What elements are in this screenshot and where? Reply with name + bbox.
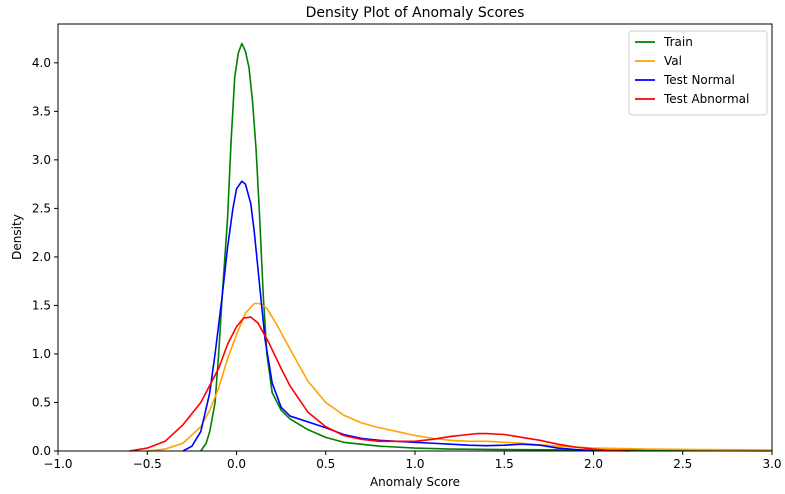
x-tick-label: 1.0 <box>405 457 424 471</box>
y-axis: 0.0 0.5 1.0 1.5 2.0 2.5 3.0 3.5 4.0 <box>32 56 58 458</box>
y-axis-label: Density <box>10 214 24 260</box>
x-tick-label: 1.5 <box>495 457 514 471</box>
x-tick-label: 2.5 <box>673 457 692 471</box>
y-tick-label: 3.5 <box>32 104 51 118</box>
chart-title: Density Plot of Anomaly Scores <box>306 5 525 21</box>
x-tick-label: −1.0 <box>43 457 72 471</box>
series-line-1 <box>147 302 773 452</box>
legend-entry: Test Abnormal <box>663 92 749 106</box>
x-tick-label: 2.0 <box>584 457 603 471</box>
x-tick-label: 3.0 <box>762 457 781 471</box>
y-tick-label: 2.0 <box>32 250 51 264</box>
series-line-2 <box>182 180 594 452</box>
y-tick-label: 4.0 <box>32 56 51 70</box>
legend-entry: Train <box>663 35 693 49</box>
legend-entry: Val <box>664 54 682 68</box>
legend-box <box>628 30 768 116</box>
y-tick-label: 0.0 <box>32 444 51 458</box>
y-tick-label: 2.5 <box>32 201 51 215</box>
legend-entry: Test Normal <box>663 73 735 87</box>
series-layer <box>129 42 773 452</box>
y-tick-label: 3.0 <box>32 153 51 167</box>
x-tick-label: 0.0 <box>227 457 246 471</box>
x-tick-label: −0.5 <box>133 457 162 471</box>
x-axis: −1.0 −0.5 0.0 0.5 1.0 1.5 2.0 2.5 3.0 <box>43 451 782 471</box>
x-tick-label: 0.5 <box>316 457 335 471</box>
y-tick-label: 0.5 <box>32 395 51 409</box>
y-tick-label: 1.0 <box>32 347 51 361</box>
legend: Train Val Test Normal Test Abnormal <box>628 30 768 116</box>
x-axis-label: Anomaly Score <box>370 475 460 489</box>
y-tick-label: 1.5 <box>32 298 51 312</box>
series-line-3 <box>129 316 630 452</box>
